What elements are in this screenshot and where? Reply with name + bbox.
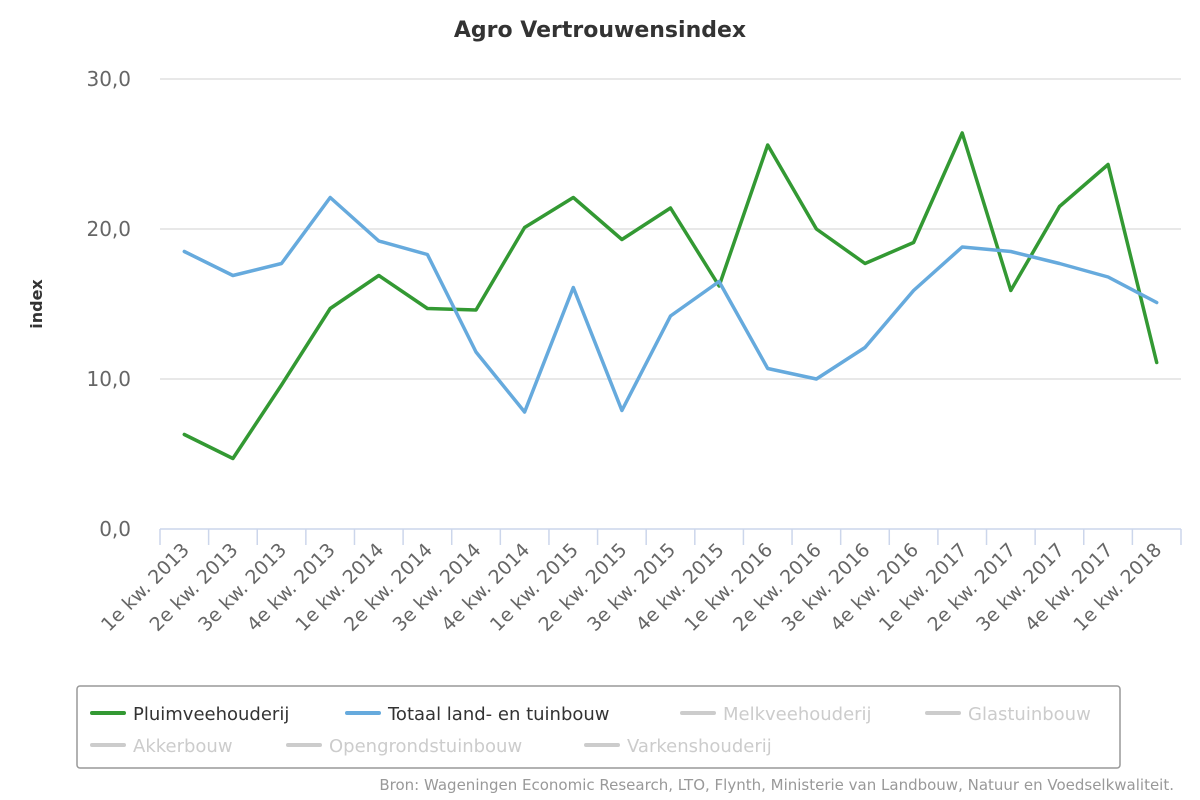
legend-label: Pluimveehouderij [133,704,289,725]
legend-item-glastuinbouw[interactable]: Glastuinbouw [925,704,1091,725]
y-axis-ticks: 0,0 10,0 20,0 30,0 [86,67,131,541]
legend-box [76,685,1121,769]
legend-label: Glastuinbouw [968,704,1091,725]
x-axis [159,528,1182,545]
y-tick-label: 10,0 [86,367,131,391]
legend: Pluimveehouderij Totaal land- en tuinbouw… [76,685,1121,769]
legend-item-totaal-land-en-tuinbouw[interactable]: Totaal land- en tuinbouw [345,704,610,725]
legend-item-pluimveehouderij[interactable]: Pluimveehouderij [90,704,289,725]
y-tick-label: 20,0 [86,217,131,241]
y-tick-label: 30,0 [86,67,131,91]
legend-label: Opengrondstuinbouw [329,736,522,757]
y-axis-label: index [27,279,46,329]
series-line-pluimveehouderij[interactable] [182,131,1159,461]
legend-item-melkveehouderij[interactable]: Melkveehouderij [680,704,872,725]
legend-item-opengrondstuinbouw[interactable]: Opengrondstuinbouw [286,736,522,757]
legend-item-varkenshouderij[interactable]: Varkenshouderij [584,736,772,757]
legend-label: Varkenshouderij [627,736,772,757]
legend-item-akkerbouw[interactable]: Akkerbouw [90,736,233,757]
series-line-totaal-land-en-tuinbouw[interactable] [182,195,1159,414]
legend-label: Akkerbouw [133,736,233,757]
series-lines [182,131,1159,461]
y-tick-label: 0,0 [99,517,131,541]
credits-text[interactable]: Bron: Wageningen Economic Research, LTO,… [379,776,1174,794]
chart-title: Agro Vertrouwensindex [454,18,746,43]
gridlines [160,78,1181,380]
legend-label: Totaal land- en tuinbouw [387,704,610,725]
legend-label: Melkveehouderij [723,704,872,725]
